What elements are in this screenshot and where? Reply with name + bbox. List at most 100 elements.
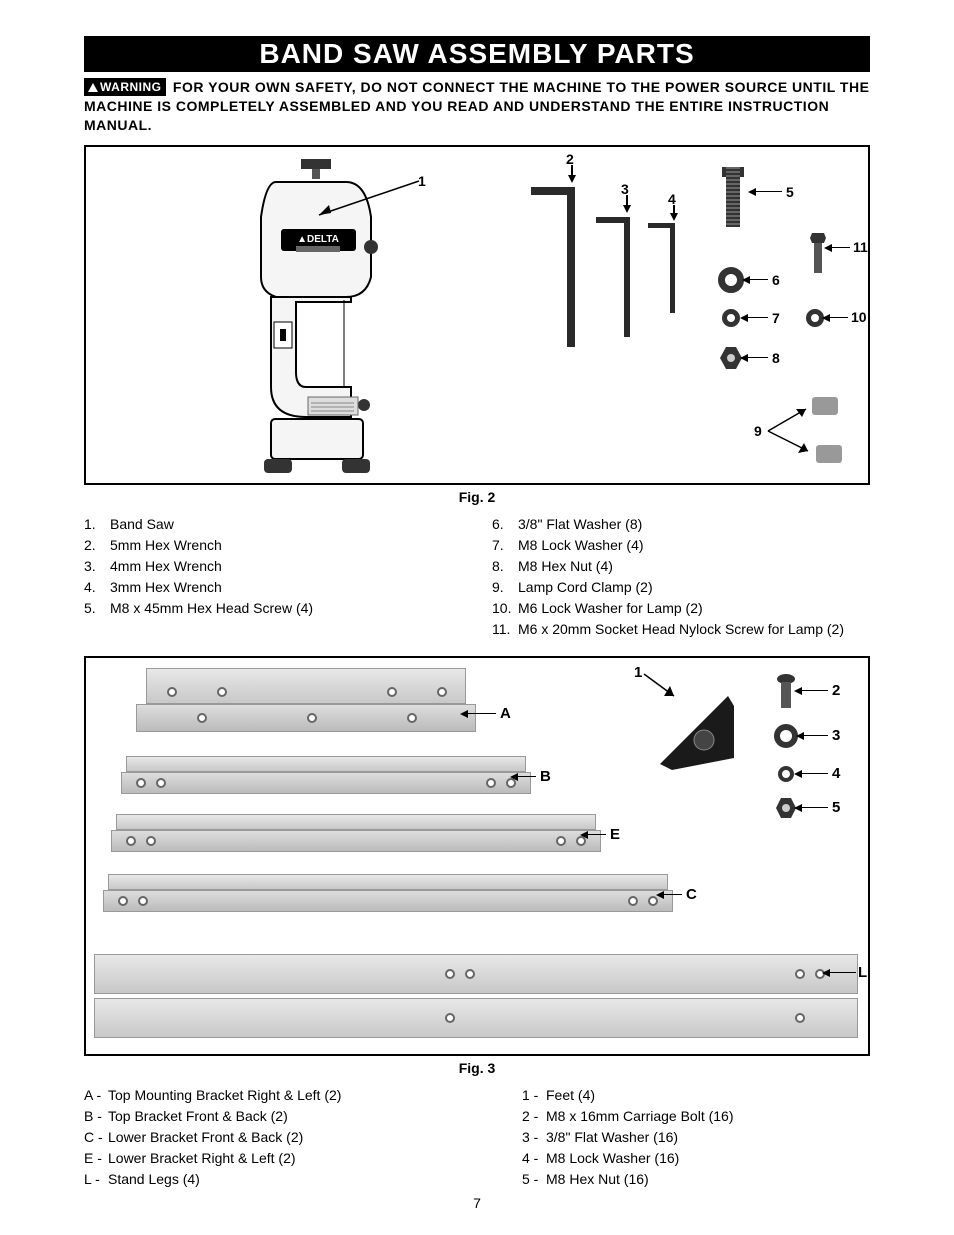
fig2-callout-6: 6 bbox=[772, 272, 780, 288]
list-item: A -Top Mounting Bracket Right & Left (2) bbox=[84, 1087, 432, 1103]
arrow-icon bbox=[800, 807, 828, 809]
figure-2-box: ▲DELTA 1 2 3 4 bbox=[84, 145, 870, 485]
list-item: 4 -M8 Lock Washer (16) bbox=[522, 1150, 870, 1166]
list-item: 11.M6 x 20mm Socket Head Nylock Screw fo… bbox=[492, 621, 870, 637]
warning-block: WARNING FOR YOUR OWN SAFETY, DO NOT CONN… bbox=[84, 78, 870, 135]
list-item: 5 -M8 Hex Nut (16) bbox=[522, 1171, 870, 1187]
stand-leg bbox=[94, 998, 858, 1038]
fig3-callout-4: 4 bbox=[832, 765, 840, 782]
lock-washer bbox=[722, 309, 740, 327]
list-item: 1 -Feet (4) bbox=[522, 1087, 870, 1103]
list-item: 3.4mm Hex Wrench bbox=[84, 558, 462, 574]
fig2-callout-2: 2 bbox=[566, 151, 574, 167]
fig2-callout-10: 10 bbox=[851, 309, 867, 325]
socket-head-screw bbox=[810, 233, 826, 280]
fig3-callout-l: L bbox=[858, 964, 867, 981]
page-title: BAND SAW ASSEMBLY PARTS bbox=[84, 36, 870, 72]
warning-text: FOR YOUR OWN SAFETY, DO NOT CONNECT THE … bbox=[84, 79, 869, 133]
stand-leg bbox=[94, 954, 858, 994]
fig2-left-list: 1.Band Saw 2.5mm Hex Wrench 3.4mm Hex Wr… bbox=[84, 516, 462, 616]
arrow-icon bbox=[794, 804, 802, 812]
fig3-callout-b: B bbox=[540, 768, 551, 785]
fig3-callout-e: E bbox=[610, 826, 620, 843]
fig2-callout-7: 7 bbox=[772, 310, 780, 326]
fig2-callout-11: 11 bbox=[853, 239, 868, 255]
fig2-caption: Fig. 2 bbox=[84, 489, 870, 505]
arrow-icon bbox=[830, 247, 850, 249]
warning-triangle-icon bbox=[88, 83, 98, 92]
arrow-icon bbox=[466, 713, 496, 715]
fig2-callout-3: 3 bbox=[621, 181, 629, 197]
flat-washer bbox=[718, 267, 744, 293]
list-item: 5.M8 x 45mm Hex Head Screw (4) bbox=[84, 600, 462, 616]
list-item: 6.3/8" Flat Washer (8) bbox=[492, 516, 870, 532]
figure-3-box: A B E C L 1 bbox=[84, 656, 870, 1056]
list-item: 3 -3/8" Flat Washer (16) bbox=[522, 1129, 870, 1145]
fig3-callout-5: 5 bbox=[832, 799, 840, 816]
arrow-icon bbox=[673, 205, 675, 215]
arrow-icon bbox=[626, 195, 628, 207]
hex-nut-fig3 bbox=[776, 798, 796, 818]
fig3-callout-2: 2 bbox=[832, 682, 840, 699]
arrow-icon bbox=[742, 276, 750, 284]
list-item: 2 -M8 x 16mm Carriage Bolt (16) bbox=[522, 1108, 870, 1124]
svg-text:▲DELTA: ▲DELTA bbox=[297, 234, 339, 245]
arrow-icon bbox=[828, 317, 848, 319]
arrow-icon bbox=[656, 891, 664, 899]
fig3-callout-c: C bbox=[686, 886, 697, 903]
list-item: 8.M8 Hex Nut (4) bbox=[492, 558, 870, 574]
arrow-icon bbox=[828, 972, 856, 974]
fig3-left-list: A -Top Mounting Bracket Right & Left (2)… bbox=[84, 1087, 432, 1187]
fig3-caption: Fig. 3 bbox=[84, 1060, 870, 1076]
bracket-e bbox=[116, 814, 596, 830]
arrow-icon bbox=[822, 314, 830, 322]
arrow-icon bbox=[796, 732, 804, 740]
list-item: E -Lower Bracket Right & Left (2) bbox=[84, 1150, 432, 1166]
page-number: 7 bbox=[0, 1195, 954, 1211]
list-item: 1.Band Saw bbox=[84, 516, 462, 532]
arrow-icon bbox=[746, 317, 768, 319]
list-item: L -Stand Legs (4) bbox=[84, 1171, 432, 1187]
arrow-icon bbox=[571, 165, 573, 177]
lamp-cord-clamp bbox=[812, 397, 838, 415]
arrow-icon bbox=[766, 405, 814, 457]
fig2-callout-9: 9 bbox=[754, 423, 762, 439]
warning-badge-text: WARNING bbox=[100, 80, 162, 94]
arrow-icon bbox=[586, 834, 606, 836]
fig3-callout-a: A bbox=[500, 705, 511, 722]
arrow-icon bbox=[740, 354, 748, 362]
lock-washer-fig3 bbox=[778, 766, 794, 782]
arrow-icon bbox=[822, 969, 830, 977]
bracket-c bbox=[108, 874, 668, 890]
arrow-icon bbox=[748, 188, 756, 196]
arrow-icon bbox=[794, 687, 802, 695]
bracket-a bbox=[146, 668, 466, 704]
arrow-icon bbox=[794, 770, 802, 778]
bracket-b bbox=[121, 772, 531, 794]
arrow-icon bbox=[800, 690, 828, 692]
fig3-callout-3: 3 bbox=[832, 727, 840, 744]
arrow-icon bbox=[824, 244, 832, 252]
list-item: 4.3mm Hex Wrench bbox=[84, 579, 462, 595]
fig2-callout-5: 5 bbox=[786, 184, 794, 200]
arrow-icon bbox=[460, 710, 468, 718]
hex-nut bbox=[720, 347, 742, 369]
arrow-icon bbox=[740, 314, 748, 322]
bracket-b bbox=[126, 756, 526, 772]
fig2-right-list: 6.3/8" Flat Washer (8) 7.M8 Lock Washer … bbox=[492, 516, 870, 637]
fig2-callout-4: 4 bbox=[668, 191, 676, 207]
arrow-icon bbox=[510, 773, 518, 781]
arrow-icon bbox=[754, 191, 782, 193]
fig3-lists: A -Top Mounting Bracket Right & Left (2)… bbox=[84, 1082, 870, 1192]
arrow-icon bbox=[580, 831, 588, 839]
carriage-bolt bbox=[776, 674, 796, 710]
bracket-a bbox=[136, 704, 476, 732]
list-item: 7.M8 Lock Washer (4) bbox=[492, 537, 870, 553]
list-item: C -Lower Bracket Front & Back (2) bbox=[84, 1129, 432, 1145]
arrow-icon bbox=[311, 179, 421, 219]
warning-badge: WARNING bbox=[84, 78, 166, 96]
arrow-icon bbox=[800, 773, 828, 775]
arrow-icon bbox=[748, 279, 768, 281]
list-item: 9.Lamp Cord Clamp (2) bbox=[492, 579, 870, 595]
bracket-e bbox=[111, 830, 601, 852]
